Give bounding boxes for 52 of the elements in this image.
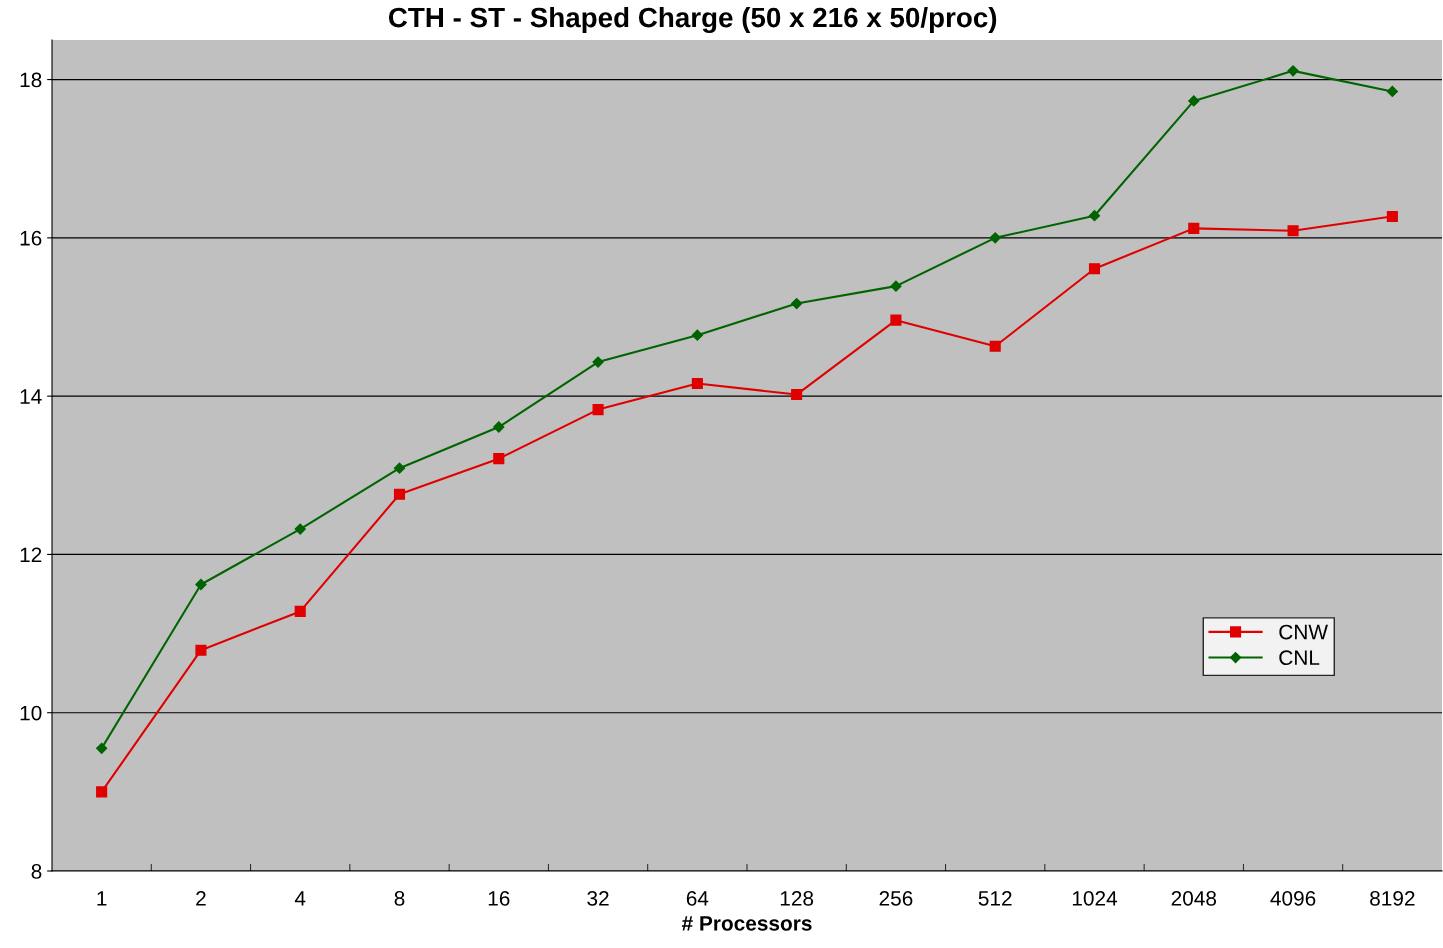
- point: [791, 389, 803, 401]
- point: [393, 488, 406, 500]
- point: [493, 453, 505, 465]
- point: [1287, 225, 1299, 237]
- point: [890, 280, 902, 292]
- x-tick-label: 64: [686, 890, 709, 906]
- point: [691, 329, 703, 341]
- legend-label: CNL: [1279, 650, 1320, 666]
- point: [1088, 263, 1101, 275]
- point: [1386, 210, 1398, 223]
- y-tick-label: 16: [20, 230, 42, 246]
- point: [1188, 222, 1200, 234]
- x-tick-label: 32: [587, 890, 609, 906]
- x-tick-label: 2: [196, 890, 206, 906]
- point: [1287, 65, 1299, 77]
- x-tick-label: 4096: [1270, 890, 1316, 906]
- point: [592, 404, 604, 416]
- chart-title: CTH - ST - Shaped Charge (50 x 216 x 50/proc): [388, 6, 997, 34]
- point: [989, 340, 1001, 352]
- x-tick-label: 2048: [1171, 890, 1217, 906]
- point: [890, 314, 902, 326]
- point: [989, 232, 1001, 244]
- legend-label: CNW: [1279, 624, 1328, 640]
- y-tick-label: 14: [20, 389, 42, 404]
- point: [1188, 95, 1200, 107]
- point: [393, 462, 406, 474]
- x-tick-label: 1024: [1072, 890, 1118, 906]
- point: [791, 297, 803, 310]
- point: [493, 421, 505, 433]
- x-tick-label: 512: [978, 890, 1012, 906]
- point: [195, 644, 207, 656]
- x-tick-label: 16: [488, 890, 510, 906]
- point: [592, 356, 604, 368]
- point: [195, 578, 207, 591]
- y-tick-label: 12: [20, 547, 42, 562]
- x-axis-title: # Processors: [681, 916, 812, 931]
- x-tick-label: 128: [780, 890, 814, 906]
- point: [1386, 85, 1398, 98]
- y-tick-label: 10: [20, 705, 42, 721]
- point: [294, 605, 306, 617]
- point: [96, 786, 108, 798]
- x-tick-label: 256: [879, 890, 913, 906]
- y-tick-label: 8: [31, 864, 42, 879]
- x-tick-label: 8192: [1370, 890, 1415, 906]
- y-tick-label: 18: [20, 72, 42, 88]
- x-tick-label: 8: [394, 890, 405, 906]
- point: [294, 523, 306, 535]
- x-tick-label: 1: [97, 891, 107, 906]
- point: [1088, 210, 1101, 222]
- x-tick-label: 4: [294, 891, 306, 906]
- point: [691, 377, 703, 390]
- point: [96, 742, 108, 754]
